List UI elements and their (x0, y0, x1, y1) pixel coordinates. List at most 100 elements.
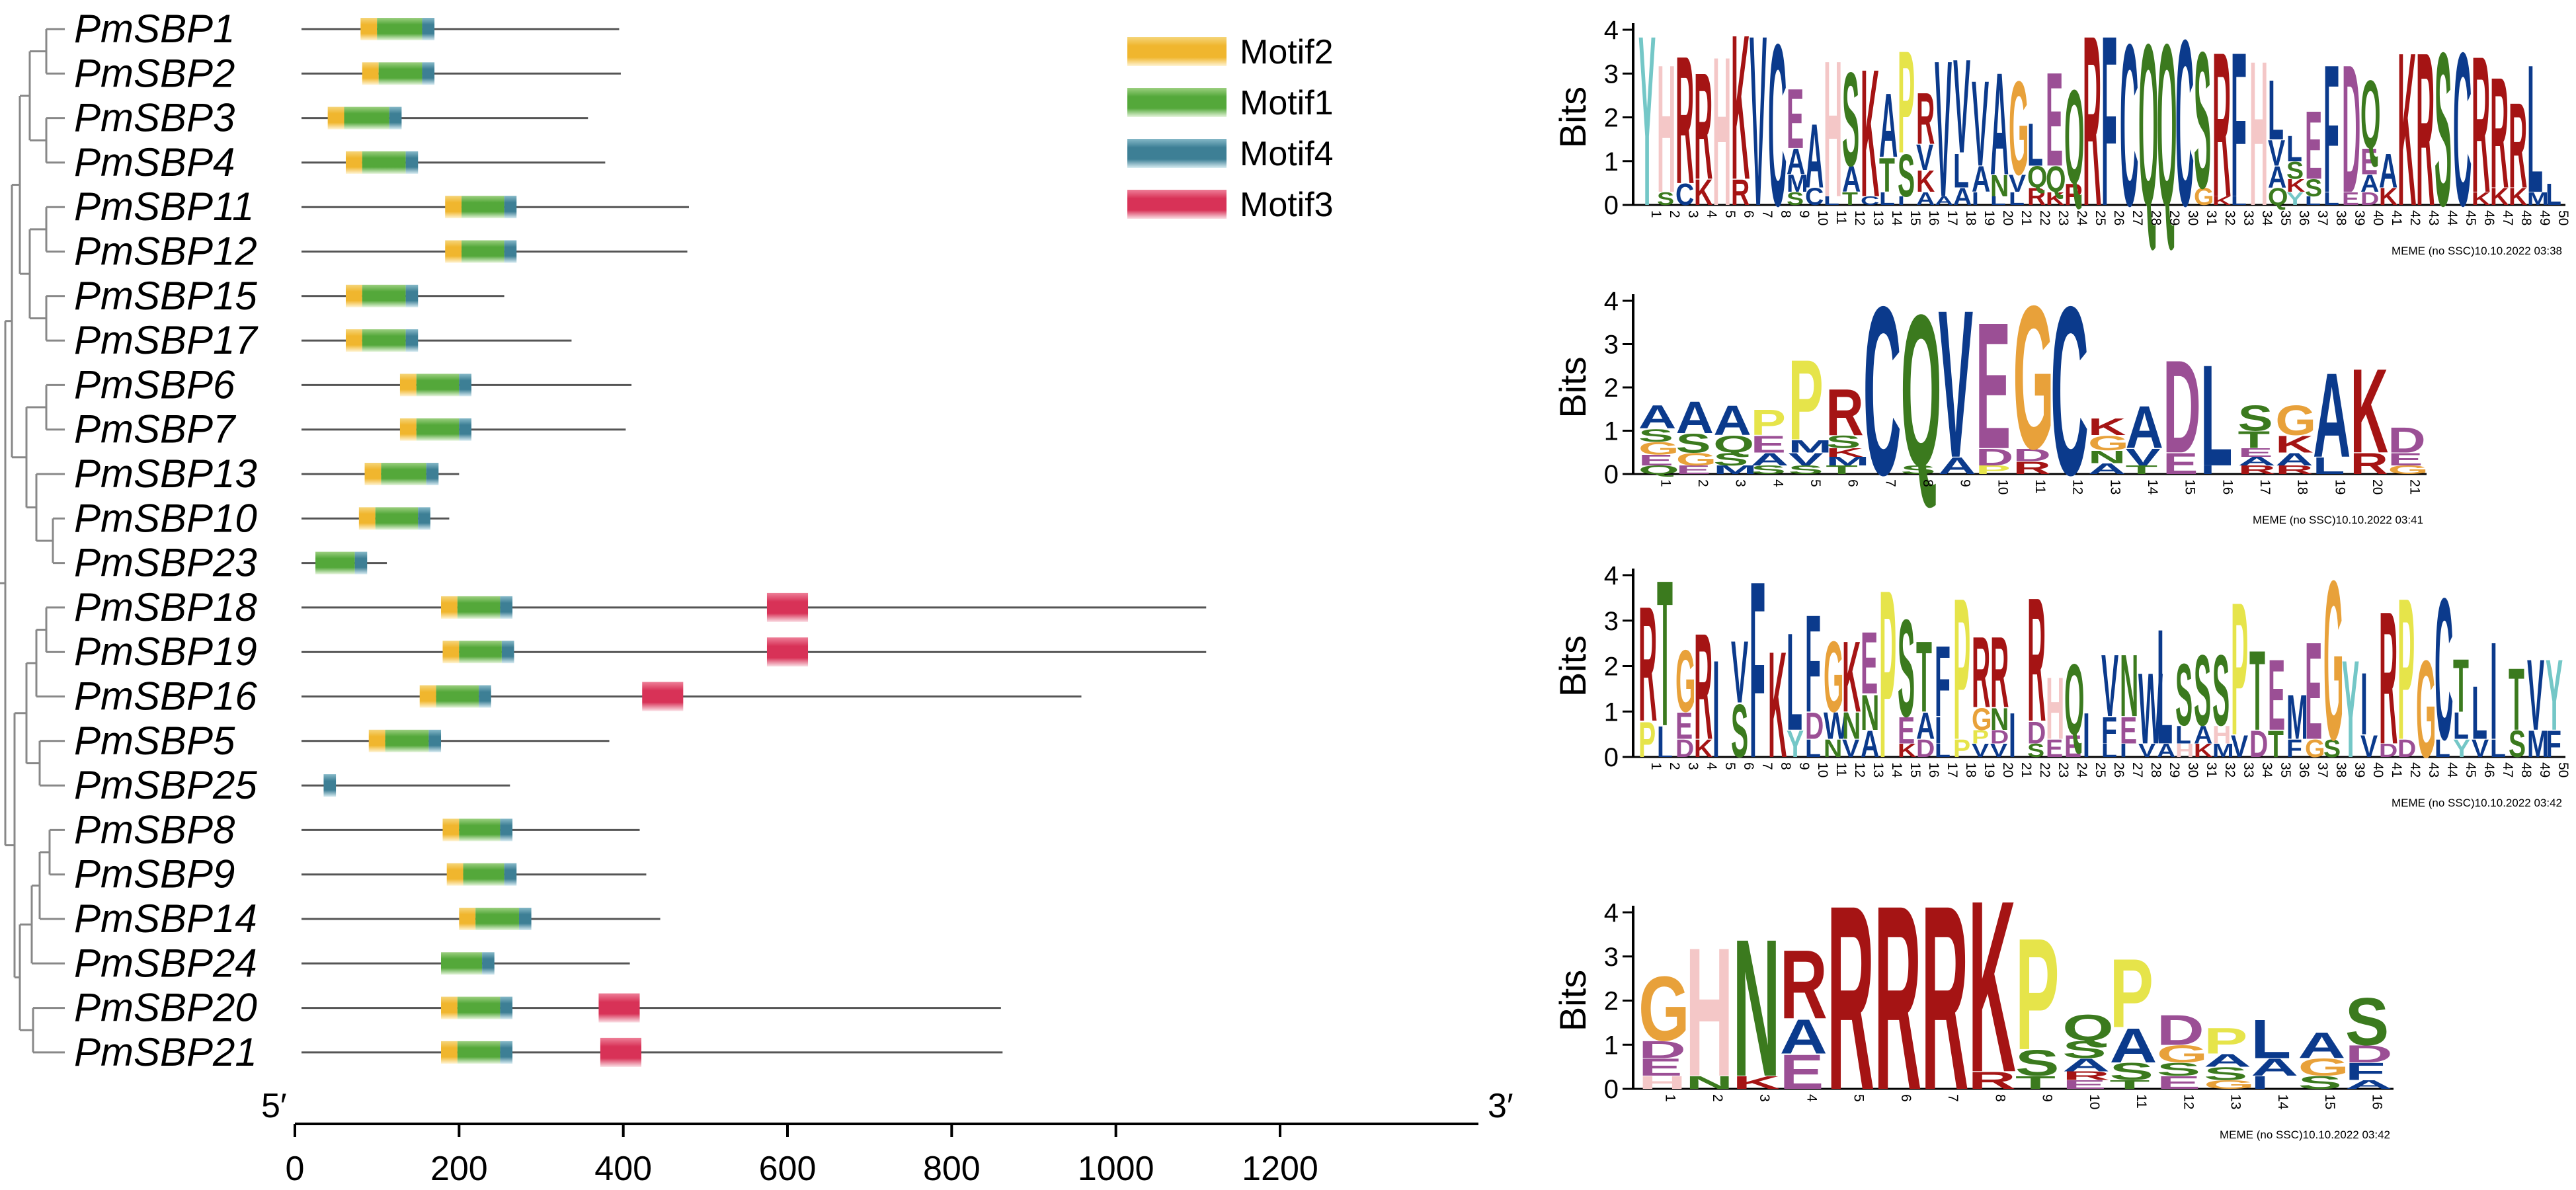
logo-letter: E (2360, 142, 2378, 182)
logo-position-label: 2 (1695, 479, 1711, 487)
logo-letter: L (2231, 194, 2247, 208)
logo-y-tick-label: 0 (1604, 191, 1619, 220)
axis-tick-label: 600 (759, 1150, 817, 1188)
gene-name: PmSBP12 (74, 229, 257, 274)
logo-letter: K (1733, 1072, 1781, 1093)
logo-position-label: 16 (1926, 762, 1941, 777)
logo-letter: C (2175, 0, 2194, 256)
logo-letter: L (2527, 27, 2543, 231)
motif2-box (441, 596, 458, 619)
logo-letter: L (2435, 734, 2450, 762)
logo-letter: A (2379, 145, 2397, 198)
logo-letter: R (1921, 850, 1969, 1145)
logo-position-label: 10 (1815, 210, 1830, 225)
logo-letter: P (1976, 463, 2011, 477)
motif2-box (441, 1041, 458, 1064)
motif2-box (368, 729, 385, 752)
logo-position-label: 39 (2352, 762, 2367, 777)
gene-row: PmSBP11 (74, 184, 689, 229)
logo-letter: D (2157, 1006, 2204, 1054)
logo-letter: R (1968, 1066, 2016, 1093)
legend-item: Motif3 (1127, 186, 1334, 224)
logo-position-label: 29 (2167, 210, 2182, 225)
logo-y-label: Bits (1552, 87, 1593, 148)
motif4-box (418, 507, 430, 530)
logo-letter: N (1842, 705, 1861, 747)
logo-letter: A (1861, 724, 1879, 766)
gene-row: PmSBP2 (74, 51, 621, 95)
logo-y-tick-label: 0 (1604, 1075, 1619, 1104)
logo-letter: V (2360, 729, 2378, 764)
motif1-box (362, 284, 406, 307)
logo-position-label: 14 (2145, 479, 2160, 495)
logo-letter: R (1780, 930, 1828, 1039)
logo-position-label: 22 (2037, 210, 2052, 225)
logo-letter: S (2194, 11, 2211, 229)
logo-position-label: 35 (2278, 762, 2293, 777)
logo-letter: Y (1787, 724, 1804, 766)
logo-letter: G (1638, 957, 1690, 1060)
logo-position-label: 6 (1845, 479, 1861, 487)
logo-letter: V (1953, 31, 1970, 180)
logo-letter: L (1990, 194, 2006, 208)
motif2-box (459, 908, 476, 930)
logo-letter: E (1638, 452, 1673, 469)
logo-letter: P (1953, 557, 1970, 783)
logo-letter: S (2015, 1043, 2060, 1084)
logo-letter: S (2298, 1072, 2343, 1093)
motif4-box (501, 641, 514, 664)
logo-y-tick-label: 4 (1604, 287, 1619, 316)
logo-position-label: 41 (2389, 210, 2404, 225)
gene-row: PmSBP16 (74, 674, 1082, 719)
gene-row: PmSBP13 (74, 452, 460, 496)
motif2-box (419, 685, 436, 708)
logo-letter: R (2013, 457, 2051, 478)
logo-letter: H (2046, 659, 2064, 758)
motif1-box (344, 106, 389, 130)
logo-letter: K (2194, 740, 2213, 762)
logo-letter: C (1805, 184, 1824, 211)
logo-letter: A (2360, 171, 2379, 198)
motif4-box (405, 284, 419, 307)
logo-position-label: 38 (2333, 210, 2349, 225)
logo-letter: N (2088, 447, 2126, 467)
logo-y-tick-label: 2 (1604, 653, 1619, 682)
logo-letter: Q (2268, 184, 2288, 211)
motif3-box (642, 682, 684, 711)
logo-position-label: 7 (1882, 479, 1898, 487)
logo-letter: C (2120, 0, 2138, 254)
logo-letter: R (2027, 561, 2046, 758)
logo-letter: P (2231, 564, 2248, 775)
logo-letter: R (2416, 6, 2435, 251)
logo-letter: K (1826, 446, 1864, 459)
logo-letter: V (1916, 138, 1933, 178)
gene-row: PmSBP19 (74, 629, 1207, 674)
logo-letter: D (1638, 1036, 1686, 1063)
logo-letter: A (1638, 399, 1676, 436)
logo-position-label: 8 (1920, 479, 1935, 487)
logo-position-label: 6 (1898, 1094, 1913, 1102)
logo-letter: K (2379, 184, 2398, 211)
logo-letter: K (1898, 740, 1917, 762)
logo-position-label: 16 (1926, 210, 1941, 225)
logo-letter: G (2088, 431, 2129, 455)
logo-letter: M (2286, 682, 2308, 752)
logo-letter: S (2286, 157, 2304, 184)
logo-letter: I (1898, 194, 1905, 208)
logo-position-label: 41 (2389, 762, 2404, 777)
logo-position-label: 11 (2033, 479, 2048, 494)
logo-position-label: 23 (2056, 210, 2071, 225)
motif4-box (504, 863, 517, 886)
logo-letter: P (1972, 727, 1989, 748)
gene-row: PmSBP9 (74, 852, 647, 896)
logo-letter: K (1694, 173, 1713, 214)
logo-letter: K (2472, 189, 2491, 210)
gene-structure-panel: PmSBP1PmSBP2PmSBP3PmSBP4PmSBP11PmSBP12Pm… (74, 7, 1207, 1074)
logo-letter: K (2212, 194, 2231, 208)
logo-letter: D (2345, 1040, 2393, 1067)
gene-name: PmSBP21 (74, 1030, 257, 1074)
logo-position-label: 2 (1710, 1094, 1725, 1102)
logo-letter: Q (2360, 60, 2380, 169)
logo-letter: N (2120, 636, 2138, 734)
gene-row: PmSBP7 (74, 407, 626, 452)
